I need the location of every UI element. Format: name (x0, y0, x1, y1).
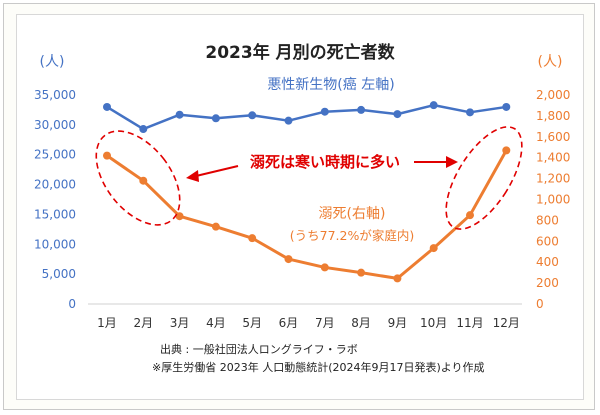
left-tick-label: 35,000 (34, 88, 76, 102)
data-point-cancer (175, 110, 184, 119)
right-tick-label: 1,600 (536, 130, 570, 144)
right-tick-label: 1,400 (536, 151, 570, 165)
x-tick-label: 8月 (351, 316, 371, 330)
data-point-drowning (502, 146, 511, 155)
data-point-cancer (211, 114, 220, 123)
data-point-drowning (139, 176, 148, 185)
left-axis-ticks: 0 5,000 10,000 15,000 20,000 25,000 30,000 35,0… (34, 88, 76, 311)
x-tick-label: 5月 (242, 316, 262, 330)
data-point-drowning (175, 212, 184, 221)
drowning-sub-label: (うち77.2%が家庭内) (290, 228, 414, 243)
x-tick-label: 2月 (133, 316, 153, 330)
data-point-drowning (211, 222, 220, 231)
chart-panel (16, 14, 584, 400)
left-axis-unit: (人) (40, 54, 65, 70)
chart-title: 2023年 月別の死亡者数 (205, 42, 395, 63)
source-line-1: 出典 : 一般社団法人ロングライフ・ラボ (160, 342, 358, 356)
right-tick-label: 400 (536, 255, 559, 269)
right-axis-unit: (人) (538, 54, 563, 70)
highlight-ellipse-left (95, 130, 181, 226)
x-tick-label: 9月 (388, 316, 408, 330)
series-layer (103, 101, 511, 283)
right-tick-label: 1,000 (536, 193, 570, 207)
source-line-2: ※厚生労働省 2023年 人口動態統計(2024年9月17日発表)より作成 (152, 360, 485, 374)
series-line-cancer (106, 103, 507, 131)
data-point-cancer (429, 101, 438, 110)
data-point-drowning (248, 234, 257, 243)
x-tick-label: 3月 (170, 316, 190, 330)
data-point-cancer (502, 102, 511, 111)
right-tick-label: 1,800 (536, 109, 570, 123)
data-point-cancer (284, 116, 293, 125)
left-tick-label: 0 (68, 297, 76, 311)
right-tick-label: 800 (536, 213, 559, 227)
left-tick-label: 30,000 (34, 118, 76, 132)
data-point-drowning (357, 268, 366, 277)
data-point-drowning (393, 274, 402, 283)
x-tick-label: 10月 (420, 316, 447, 330)
x-tick-label: 7月 (315, 316, 335, 330)
series-line-drowning (106, 149, 508, 280)
data-point-drowning (103, 151, 111, 160)
right-tick-label: 600 (536, 234, 559, 248)
data-point-cancer (248, 111, 257, 120)
callout-arrow-right (414, 156, 458, 168)
left-tick-label: 15,000 (34, 207, 76, 221)
x-tick-label: 11月 (456, 316, 483, 330)
data-point-cancer (320, 107, 329, 116)
data-point-drowning (284, 255, 293, 264)
data-point-cancer (139, 125, 148, 134)
left-tick-label: 5,000 (42, 267, 76, 281)
left-tick-label: 25,000 (34, 148, 76, 162)
x-tick-label: 6月 (279, 316, 299, 330)
right-tick-label: 2,000 (536, 88, 570, 102)
highlight-ellipse-right (445, 126, 523, 230)
left-tick-label: 10,000 (34, 237, 76, 251)
data-point-cancer (466, 108, 474, 117)
data-point-drowning (429, 244, 438, 253)
cancer-series-label: 悪性新生物(癌 左軸) (267, 77, 394, 93)
callout-arrow-left (186, 165, 239, 182)
x-tick-label: 12月 (493, 316, 520, 330)
data-point-cancer (103, 102, 111, 111)
data-point-cancer (393, 110, 402, 119)
left-tick-label: 20,000 (34, 178, 76, 192)
callout-text: 溺死は寒い時期に多い (250, 153, 400, 171)
data-point-drowning (320, 263, 329, 272)
x-axis-ticks: 1月 2月 3月 4月 5月 6月 7月 8月 9月 10月 11月 12月 (97, 316, 520, 330)
x-tick-label: 1月 (97, 316, 117, 330)
drowning-series-label: 溺死(右軸) (319, 206, 386, 222)
data-point-drowning (466, 211, 474, 220)
right-tick-label: 1,200 (536, 172, 570, 186)
x-tick-label: 4月 (206, 316, 226, 330)
right-tick-label: 0 (536, 297, 544, 311)
right-axis-ticks: 0 200 400 600 800 1,000 1,200 1,400 1,600 1,800 2,… (536, 88, 570, 311)
data-point-cancer (357, 105, 366, 114)
right-tick-label: 200 (536, 276, 559, 290)
